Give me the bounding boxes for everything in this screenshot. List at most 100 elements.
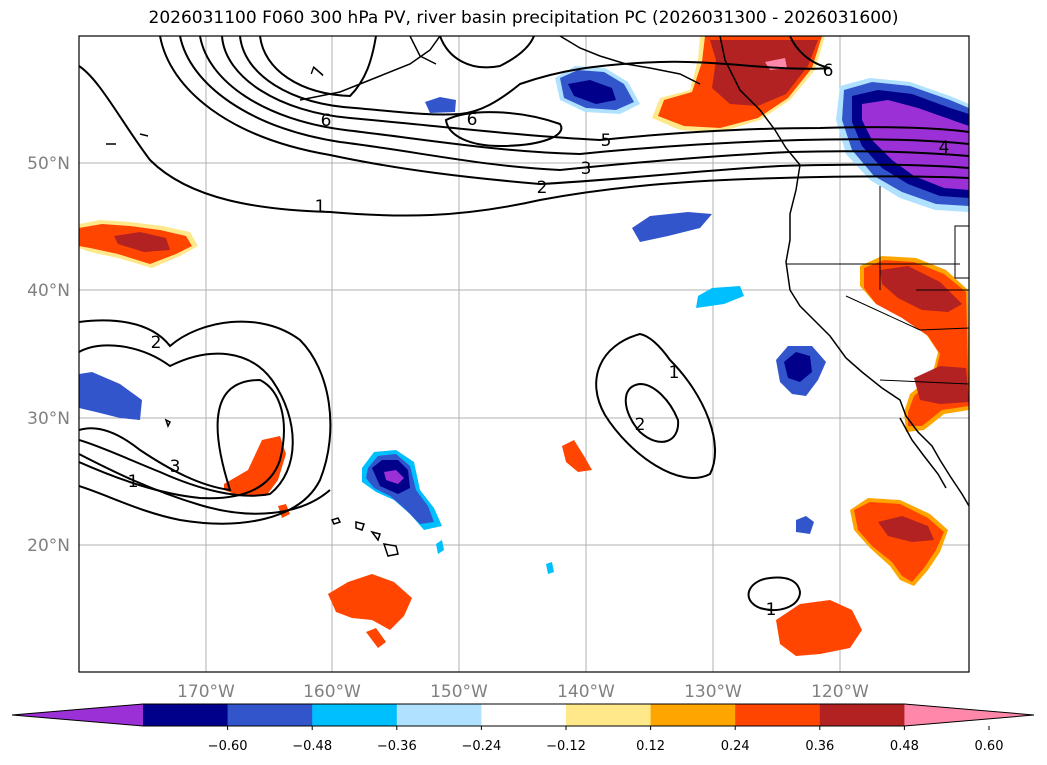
precip-negative-small-b (696, 286, 744, 308)
colorbar (11, 703, 1035, 727)
colorbar-segment (819, 704, 905, 726)
latitude-labels: 50°N 40°N 30°N 20°N (27, 154, 70, 556)
coastline-alaska-pan (409, 36, 437, 65)
lat-label-50: 50°N (27, 154, 70, 174)
coastline-aleutians (299, 36, 441, 101)
pv-label: 2 (151, 333, 162, 353)
colorbar-tick-label: −0.36 (377, 739, 417, 754)
pv-contour-mid-2 (624, 382, 680, 443)
map-gridlines (79, 36, 969, 672)
colorbar-segment (481, 704, 567, 726)
colorbar-tick-label: 0.60 (975, 739, 1004, 754)
colorbar-tick-label: −0.12 (546, 739, 586, 754)
pv-contours (79, 36, 969, 611)
precip-positive-se (776, 600, 862, 656)
precip-positive-bc-coast-core (710, 40, 818, 106)
precip-negative-west (79, 372, 142, 420)
precip-positive-baja-inner (854, 502, 944, 582)
pv-label: 3 (170, 457, 181, 477)
precip-negative-small-a (425, 97, 456, 113)
colorbar-labels: −0.60 −0.48 −0.36 −0.24 −0.12 0.12 0.24 0.36 0.4… (208, 726, 1004, 754)
precip-positive-west-core (114, 232, 170, 252)
precip-positive-california-core (880, 266, 962, 312)
lat-label-20: 20°N (27, 536, 70, 556)
precip-negative-canada-core (862, 100, 969, 190)
colorbar-segment (650, 704, 736, 726)
hawaiian-islands (106, 133, 399, 557)
pv-contour-6d (789, 36, 831, 69)
colorbar-tick-label: 0.36 (805, 739, 834, 754)
pv-label: 6 (467, 110, 478, 130)
colorbar-tick-label: −0.60 (208, 739, 248, 754)
precip-fills (79, 36, 969, 656)
state-borders (786, 186, 969, 385)
precip-negative-tiny-b (436, 540, 444, 554)
precip-negative-tiny-a (796, 516, 814, 534)
lon-label-150w: 150°W (430, 682, 488, 702)
colorbar-segment (143, 704, 229, 726)
colorbar-tick-label: 0.24 (721, 739, 750, 754)
colorbar-tick-label: −0.48 (292, 739, 332, 754)
coastline-alaska (559, 36, 701, 85)
pv-contour-mid-1 (595, 332, 716, 479)
pv-contour-1-north (79, 65, 969, 217)
colorbar-segment (566, 704, 652, 726)
lon-label-170w: 170°W (177, 682, 235, 702)
precip-positive-california-core-b (914, 366, 969, 404)
pv-contour-2 (159, 36, 969, 186)
pv-label: 4 (939, 138, 950, 158)
pv-contour-5 (221, 36, 969, 142)
colorbar-outline (11, 703, 1035, 727)
colorbar-tick-label: −0.24 (461, 739, 501, 754)
pv-contour-6c (439, 36, 535, 69)
pv-contour-se-1 (747, 576, 802, 611)
precip-negative-tiny-c (546, 562, 554, 574)
lon-label-160w: 160°W (303, 682, 361, 702)
pv-contour-4 (199, 36, 969, 156)
pv-contour-w-2 (79, 319, 332, 525)
pv-label: 2 (537, 178, 548, 198)
colorbar-extend-min (12, 704, 143, 726)
lon-label-130w: 130°W (684, 682, 742, 702)
colorbar-segment (312, 704, 398, 726)
precip-positive-kure (224, 436, 286, 496)
pv-contour-6 (239, 36, 831, 116)
precip-positive-sw-tiny (366, 628, 386, 648)
colorbar-tick-label: 0.12 (636, 739, 665, 754)
pv-label: 6 (823, 61, 834, 81)
coastline-baja (899, 417, 947, 489)
pv-label: 1 (669, 363, 680, 383)
lat-label-30: 30°N (27, 409, 70, 429)
pv-contour-3 (179, 36, 969, 172)
precip-negative-mid-pacific (632, 212, 712, 242)
pv-label: 2 (635, 415, 646, 435)
lat-label-40: 40°N (27, 281, 70, 301)
coastline-north-america (719, 36, 969, 507)
longitude-labels: 170°W 160°W 150°W 140°W 130°W 120°W (177, 682, 869, 702)
precip-negative-goa-core (568, 80, 616, 104)
pv-contour-w-1b (79, 453, 331, 515)
pv-contour-w-3 (79, 344, 294, 497)
map-title: 2026031100 F060 300 hPa PV, river basin … (148, 8, 899, 28)
map-frame (78, 35, 970, 673)
colorbar-extend-max (904, 704, 1034, 726)
precip-positive-sw (328, 574, 412, 630)
colorbar-segment (735, 704, 821, 726)
pv-contour-7 (259, 36, 377, 98)
pv-contour-w-1 (79, 378, 285, 500)
pv-label: 6 (321, 111, 332, 131)
pv-label: 1 (128, 472, 139, 492)
lon-label-140w: 140°W (557, 682, 615, 702)
pv-label: 3 (581, 159, 592, 179)
colorbar-segment (227, 704, 313, 726)
precip-positive-tiny-b (562, 440, 592, 472)
pv-label: 1 (315, 197, 326, 217)
colorbar-tick-label: 0.48 (890, 739, 919, 754)
precip-positive-baja-core (878, 516, 934, 542)
pv-label: 1 (766, 600, 777, 620)
lon-label-120w: 120°W (811, 682, 869, 702)
precip-negative-socal-core (784, 352, 812, 382)
pv-contour-6b (444, 111, 563, 148)
precip-negative-hawaii-core (384, 470, 404, 484)
